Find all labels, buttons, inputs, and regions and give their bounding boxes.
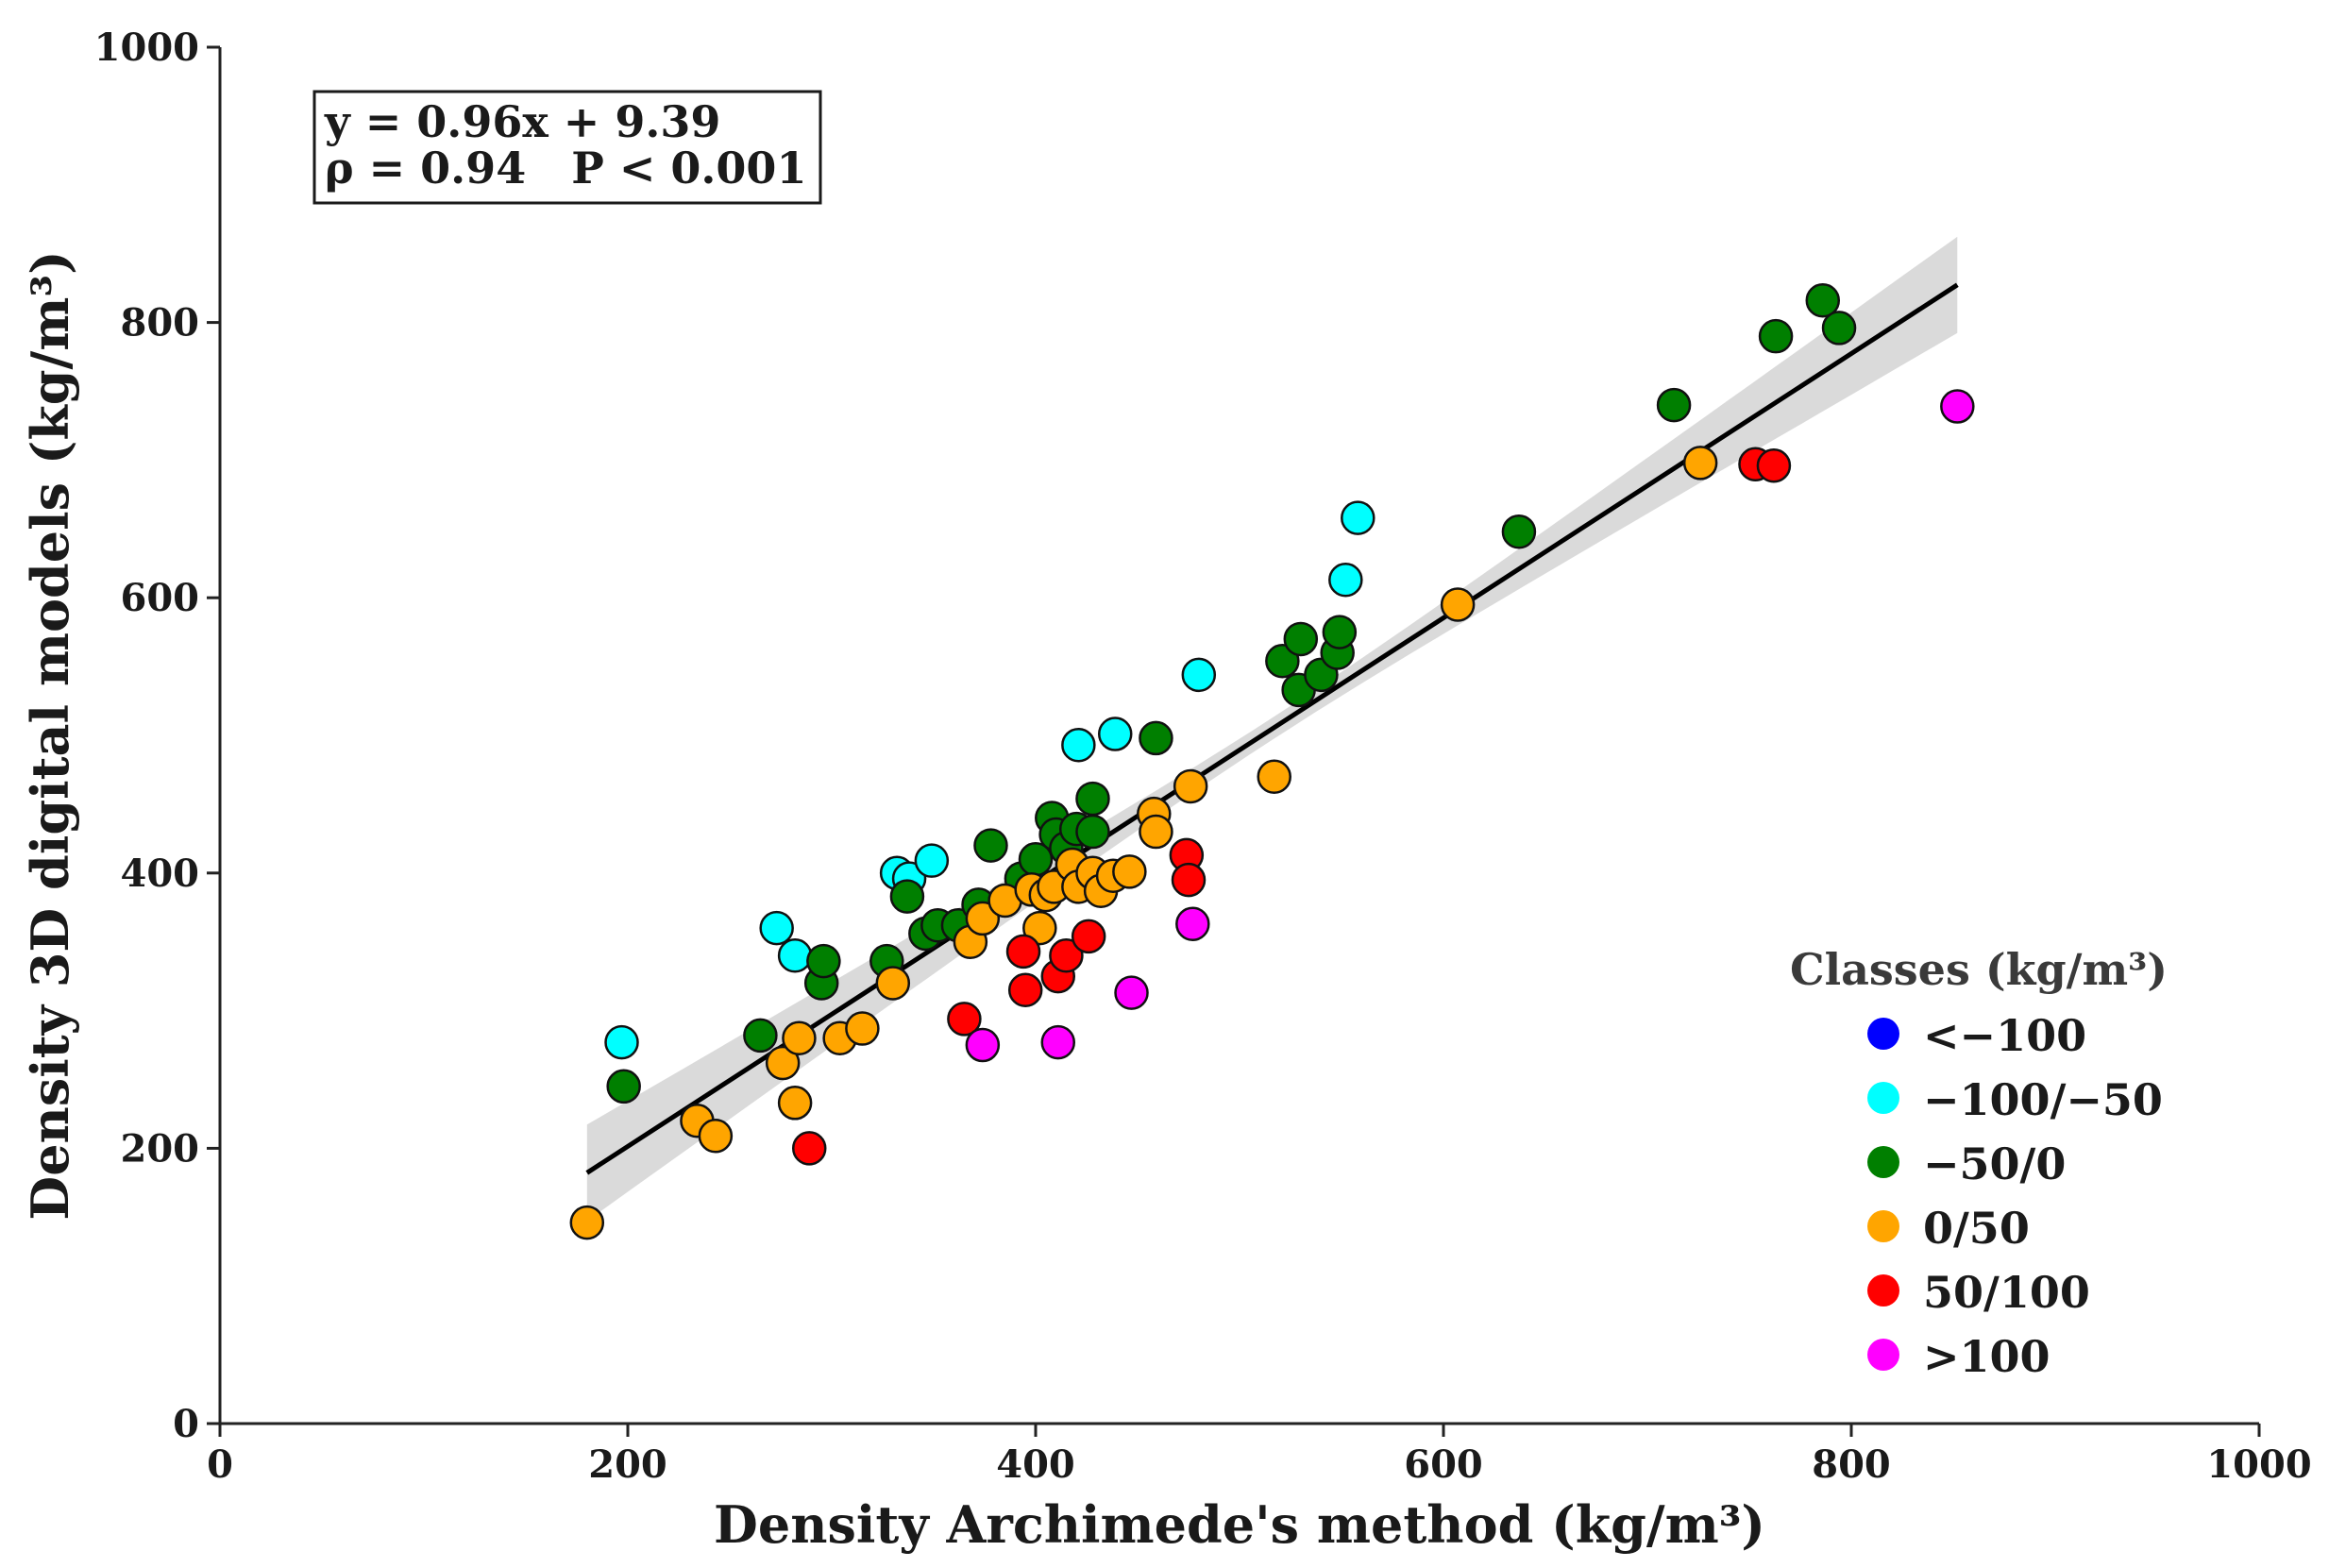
legend-marker bbox=[1867, 1018, 1899, 1050]
regression-annotation: y = 0.96x + 9.39 ρ = 0.94 P < 0.001 bbox=[312, 90, 822, 205]
legend-marker bbox=[1867, 1146, 1899, 1178]
y-tick-label: 600 bbox=[121, 576, 200, 620]
y-axis-title: Density 3D digital models (kg/m³) bbox=[20, 250, 80, 1220]
legend-title: Classes (kg/m³) bbox=[1790, 944, 2168, 995]
data-point bbox=[1071, 919, 1106, 954]
annotation-equation: y = 0.96x + 9.39 bbox=[324, 96, 720, 147]
data-point bbox=[1075, 781, 1110, 817]
legend-label: 0/50 bbox=[1923, 1203, 2030, 1254]
data-point bbox=[1007, 972, 1043, 1007]
data-point bbox=[1049, 938, 1084, 973]
data-point bbox=[1328, 562, 1363, 598]
legend: Classes (kg/m³) <−100 −100/−50 −50/0 0/50 50… bbox=[1790, 944, 2168, 1382]
annotation-box bbox=[312, 90, 822, 205]
data-point bbox=[1097, 717, 1133, 751]
data-point bbox=[1061, 727, 1096, 763]
data-point bbox=[765, 1045, 801, 1081]
regression-line-layer bbox=[585, 282, 1959, 1175]
data-point bbox=[1322, 615, 1358, 649]
legend-items: <−100 −100/−50 −50/0 0/50 50/100 >100 bbox=[1867, 1010, 2163, 1382]
data-point bbox=[1682, 446, 1718, 481]
data-point bbox=[845, 1011, 880, 1046]
data-point bbox=[777, 938, 813, 973]
data-point bbox=[1341, 500, 1375, 535]
y-tick-label: 1000 bbox=[94, 25, 199, 70]
y-tick-label: 400 bbox=[121, 851, 200, 896]
data-point bbox=[1821, 311, 1857, 346]
legend-marker bbox=[1867, 1082, 1899, 1114]
data-point bbox=[606, 1069, 641, 1104]
data-point bbox=[1173, 768, 1208, 804]
data-point bbox=[1005, 934, 1041, 969]
data-point bbox=[743, 1018, 778, 1054]
data-point bbox=[791, 1131, 827, 1166]
data-point bbox=[759, 910, 794, 946]
data-points-layer bbox=[569, 283, 1975, 1240]
data-point bbox=[698, 1119, 734, 1154]
data-point bbox=[604, 1024, 639, 1060]
legend-label: >100 bbox=[1923, 1331, 2051, 1382]
data-point bbox=[1656, 387, 1692, 423]
data-point bbox=[1022, 910, 1057, 946]
legend-marker bbox=[1867, 1274, 1899, 1307]
data-point bbox=[965, 901, 1001, 936]
y-axis-ticks: 0 200 400 600 800 1000 bbox=[94, 25, 220, 1446]
data-point bbox=[569, 1205, 605, 1240]
legend-label: 50/100 bbox=[1923, 1267, 2090, 1318]
x-tick-label: 200 bbox=[588, 1442, 667, 1487]
data-point bbox=[1257, 759, 1291, 794]
data-point bbox=[782, 1020, 817, 1056]
data-point bbox=[1181, 657, 1217, 693]
data-point bbox=[1440, 587, 1476, 622]
legend-label: <−100 bbox=[1923, 1010, 2086, 1061]
x-tick-label: 1000 bbox=[2206, 1442, 2311, 1487]
data-point bbox=[1283, 621, 1319, 657]
data-point bbox=[1758, 318, 1794, 354]
y-tick-label: 200 bbox=[121, 1126, 200, 1171]
data-point bbox=[1114, 975, 1149, 1010]
annotation-statistics: ρ = 0.94 P < 0.001 bbox=[325, 143, 806, 194]
data-point bbox=[973, 828, 1008, 863]
data-point bbox=[1805, 283, 1841, 318]
y-tick-label: 800 bbox=[121, 301, 200, 346]
data-point bbox=[1040, 1024, 1076, 1060]
data-point bbox=[1940, 389, 1975, 424]
x-tick-label: 400 bbox=[996, 1442, 1075, 1487]
data-point bbox=[806, 943, 841, 979]
legend-label: −50/0 bbox=[1923, 1138, 2066, 1189]
data-point bbox=[1501, 514, 1537, 549]
x-axis-title: Density Archimede's method (kg/m³) bbox=[714, 1494, 1765, 1555]
y-tick-label: 0 bbox=[173, 1402, 199, 1446]
data-point bbox=[1265, 644, 1300, 679]
data-point bbox=[914, 843, 950, 878]
legend-marker bbox=[1867, 1210, 1899, 1242]
data-point bbox=[875, 966, 911, 1001]
data-point bbox=[947, 1002, 982, 1037]
x-tick-label: 600 bbox=[1404, 1442, 1483, 1487]
x-tick-label: 800 bbox=[1812, 1442, 1891, 1487]
data-point bbox=[1112, 854, 1147, 889]
data-point bbox=[777, 1086, 813, 1121]
data-point bbox=[1756, 447, 1792, 483]
data-point bbox=[1139, 814, 1173, 850]
data-point bbox=[1175, 906, 1210, 941]
data-point bbox=[965, 1027, 1001, 1063]
legend-label: −100/−50 bbox=[1923, 1074, 2163, 1125]
regression-line bbox=[585, 282, 1959, 1175]
data-point bbox=[1171, 862, 1207, 898]
x-tick-label: 0 bbox=[207, 1442, 233, 1487]
data-point bbox=[889, 879, 925, 914]
data-point bbox=[1139, 720, 1173, 756]
data-point bbox=[1075, 814, 1110, 850]
x-axis-ticks: 0 200 400 600 800 1000 bbox=[207, 1424, 2312, 1487]
legend-marker bbox=[1867, 1339, 1899, 1371]
